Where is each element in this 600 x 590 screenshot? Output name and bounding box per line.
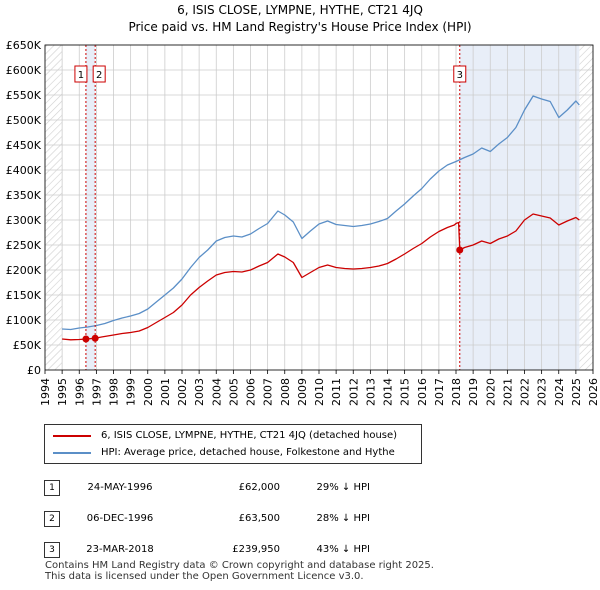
sales-table: 1 24-MAY-1996 £62,000 29% ↓ HPI 2 06-DEC…: [44, 472, 370, 565]
y-tick-label: £500K: [6, 114, 42, 127]
sale-label-box: [74, 65, 88, 83]
x-tick-label: 2016: [416, 378, 429, 406]
x-tick-label: 2005: [227, 378, 240, 406]
sale-label: 3: [457, 70, 463, 81]
x-tick-label: 2004: [210, 378, 223, 406]
x-tick-label: 2013: [364, 378, 377, 406]
x-tick-label: 2017: [433, 378, 446, 406]
legend: 6, ISIS CLOSE, LYMPNE, HYTHE, CT21 4JQ (…: [44, 424, 422, 464]
x-tick-label: 2010: [313, 378, 326, 406]
sale-label: 2: [96, 70, 102, 81]
sale-date: 23-MAR-2018: [86, 544, 154, 555]
x-tick-label: 2000: [142, 378, 155, 406]
sale-price: £239,950: [232, 544, 280, 555]
chart-subtitle: Price paid vs. HM Land Registry's House …: [128, 20, 472, 34]
x-tick-label: 2002: [176, 378, 189, 406]
x-tick-label: 1995: [56, 378, 69, 406]
x-tick-label: 2019: [467, 378, 480, 406]
table-row: 1 24-MAY-1996 £62,000 29% ↓ HPI: [44, 472, 370, 503]
sale-hpi-diff: 28% ↓ HPI: [316, 513, 370, 524]
footer-licence: This data is licensed under the Open Gov…: [45, 571, 364, 582]
plot-frame: [44, 44, 594, 371]
x-tick-label: 2023: [536, 378, 549, 406]
price-chart: 1 2 3 £0 £50K £100K £150K £200K £250K £300K £350K…: [6, 39, 600, 406]
y-tick-label: £650K: [6, 39, 42, 52]
x-tick-label: 2001: [159, 378, 172, 406]
y-tick-label: £600K: [6, 64, 42, 77]
x-tick-label: 2015: [399, 378, 412, 406]
x-tick-label: 2014: [382, 378, 395, 406]
chart-title: 6, ISIS CLOSE, LYMPNE, HYTHE, CT21 4JQ: [177, 3, 423, 17]
x-tick-label: 2025: [570, 378, 583, 406]
y-tick-label: £300K: [6, 214, 42, 227]
legend-label-hpi: HPI: Average price, detached house, Folk…: [101, 447, 395, 458]
y-tick-label: £100K: [6, 314, 42, 327]
x-tick-label: 1998: [108, 378, 121, 406]
sale-label-box: [453, 65, 467, 83]
legend-swatch-hpi: [53, 451, 91, 454]
sale-number-badge: 1: [44, 479, 60, 496]
y-tick-label: £250K: [6, 239, 42, 252]
y-tick-label: £0: [27, 364, 41, 377]
x-tick-label: 2018: [450, 378, 463, 406]
footer-copyright: Contains HM Land Registry data © Crown c…: [45, 560, 434, 571]
y-tick-label: £50K: [13, 339, 42, 352]
x-tick-label: 2011: [330, 378, 343, 406]
legend-item-hpi: HPI: Average price, detached house, Folk…: [53, 447, 395, 458]
shaded-period: [459, 45, 580, 370]
x-tick-label: 2003: [193, 378, 206, 406]
x-tick-label: 1996: [73, 378, 86, 406]
y-tick-label: £400K: [6, 164, 42, 177]
hpi-series-line: [62, 95, 580, 331]
x-tick-label: 2008: [279, 378, 292, 406]
x-tick-label: 2024: [553, 378, 566, 406]
x-tick-label: 1997: [90, 378, 103, 406]
y-tick-label: £550K: [6, 89, 42, 102]
x-tick-label: 2020: [484, 378, 497, 406]
sale-point: [82, 335, 90, 343]
x-tick-label: 2006: [245, 378, 258, 406]
sale-number-badge: 2: [44, 510, 60, 527]
x-tick-label: 2026: [587, 378, 600, 406]
footer: Contains HM Land Registry data © Crown c…: [45, 560, 434, 582]
table-row: 3 23-MAR-2018 £239,950 43% ↓ HPI: [44, 534, 370, 565]
x-tick-label: 1999: [125, 378, 138, 406]
legend-swatch-property: [53, 434, 91, 437]
x-tick-label: 2007: [262, 378, 275, 406]
property-series-line: [62, 213, 580, 341]
sale-point: [456, 246, 464, 254]
sale-date: 06-DEC-1996: [86, 513, 154, 524]
x-tick-label: 2012: [347, 378, 360, 406]
sale-hpi-diff: 43% ↓ HPI: [316, 544, 370, 555]
x-tick-label: 2009: [296, 378, 309, 406]
sale-hpi-diff: 29% ↓ HPI: [316, 482, 370, 493]
sale-label: 1: [78, 70, 84, 81]
sale-price: £63,500: [238, 513, 280, 524]
legend-label-property: 6, ISIS CLOSE, LYMPNE, HYTHE, CT21 4JQ (…: [101, 430, 398, 441]
no-data-hatch: [45, 45, 63, 370]
y-tick-label: £350K: [6, 189, 42, 202]
y-tick-label: £200K: [6, 264, 42, 277]
sale-date: 24-MAY-1996: [87, 482, 153, 493]
y-tick-label: £150K: [6, 289, 42, 302]
sale-point: [91, 334, 99, 342]
x-tick-label: 1994: [39, 378, 52, 406]
sale-number-badge: 3: [44, 541, 60, 558]
sale-price: £62,000: [238, 482, 280, 493]
sale-label-box: [92, 65, 106, 83]
no-data-hatch: [579, 45, 593, 370]
x-tick-label: 2021: [501, 378, 514, 406]
y-tick-label: £450K: [6, 139, 42, 152]
legend-item-property: 6, ISIS CLOSE, LYMPNE, HYTHE, CT21 4JQ (…: [53, 430, 397, 441]
table-row: 2 06-DEC-1996 £63,500 28% ↓ HPI: [44, 503, 370, 534]
shaded-period: [85, 45, 96, 370]
x-tick-label: 2022: [519, 378, 532, 406]
